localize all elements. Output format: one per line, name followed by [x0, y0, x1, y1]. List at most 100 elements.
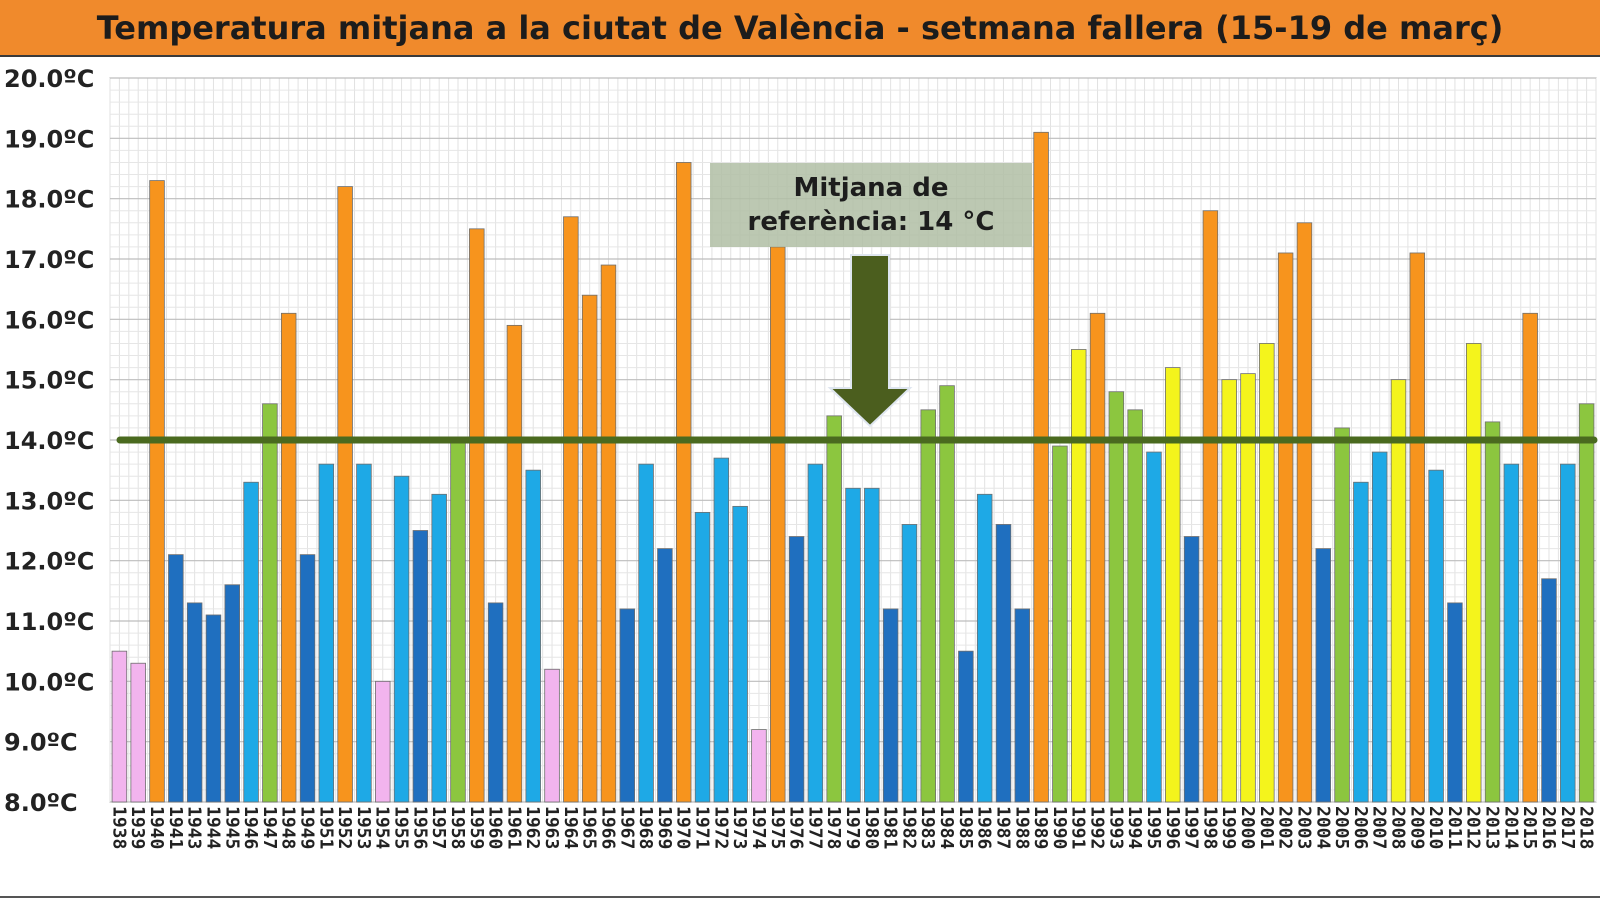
bar — [1353, 481, 1369, 803]
bar — [1334, 427, 1350, 803]
x-tick-label: 1986 — [974, 806, 995, 849]
bar — [1240, 373, 1256, 803]
bar — [487, 602, 504, 803]
bar — [788, 536, 805, 803]
bar — [375, 680, 391, 803]
x-tick-label: 1976 — [786, 806, 807, 849]
bar — [431, 493, 447, 803]
x-tick-label: 1963 — [541, 806, 562, 849]
bar — [1560, 463, 1576, 803]
bar — [1296, 222, 1313, 803]
bar — [581, 294, 598, 803]
bar — [995, 524, 1012, 803]
x-tick-label: 1972 — [710, 806, 731, 849]
bar — [356, 463, 372, 803]
bar — [1447, 602, 1463, 803]
x-tick-label: 1978 — [823, 806, 844, 849]
bar — [770, 246, 786, 803]
bar — [224, 584, 241, 803]
x-tick-label: 1971 — [692, 806, 713, 849]
bar — [1484, 421, 1501, 803]
bar — [939, 385, 955, 803]
x-tick-label: 2000 — [1237, 806, 1258, 849]
x-tick-label: 2014 — [1500, 806, 1521, 850]
x-tick-label: 1945 — [221, 806, 242, 849]
bar — [1127, 409, 1143, 803]
frame-bottom-border — [0, 896, 1600, 898]
bar — [1390, 379, 1407, 803]
x-tick-label: 1991 — [1068, 806, 1089, 849]
x-tick-label: 1956 — [409, 806, 430, 849]
bar — [920, 409, 936, 803]
x-tick-label: 1960 — [485, 806, 506, 849]
bar — [525, 469, 541, 803]
x-tick-label: 2009 — [1406, 806, 1427, 849]
x-tick-label: 1948 — [278, 806, 299, 849]
x-tick-label: 1939 — [127, 806, 148, 849]
x-tick-label: 1999 — [1218, 806, 1239, 849]
chart-title: Temperatura mitjana a la ciutat de Valèn… — [96, 8, 1504, 47]
x-tick-label: 1967 — [616, 806, 637, 849]
bar — [1409, 252, 1426, 803]
bar — [638, 463, 654, 803]
bar — [1315, 548, 1331, 803]
bar — [1033, 131, 1049, 803]
x-tick-label: 2002 — [1275, 806, 1296, 849]
y-tick-label: 14.0ºC — [4, 427, 94, 455]
bar — [807, 463, 824, 803]
bar — [1578, 403, 1595, 803]
bar — [1259, 343, 1275, 803]
bar — [1070, 349, 1087, 803]
x-tick-label: 1961 — [503, 806, 524, 849]
x-tick-label: 1962 — [522, 806, 543, 849]
x-tick-label: 2005 — [1331, 806, 1352, 849]
bar — [694, 512, 711, 803]
bar — [111, 650, 128, 803]
bar — [732, 505, 748, 803]
bar — [1183, 536, 1200, 803]
x-tick-label: 2018 — [1576, 806, 1597, 849]
bar — [976, 493, 993, 803]
x-tick-label: 1957 — [428, 806, 449, 849]
x-tick-label: 1946 — [240, 806, 261, 849]
x-tick-label: 1952 — [334, 806, 355, 849]
x-tick-label: 2012 — [1463, 806, 1484, 849]
x-tick-label: 1949 — [297, 806, 318, 849]
x-tick-label: 2013 — [1482, 806, 1503, 849]
x-tick-label: 1965 — [579, 806, 600, 849]
bar — [318, 463, 335, 803]
x-tick-label: 2010 — [1425, 806, 1446, 849]
x-tick-label: 1941 — [165, 806, 186, 849]
x-tick-label: 2017 — [1557, 806, 1578, 849]
reference-annotation: Mitjana de referència: 14 °C — [710, 163, 1032, 247]
y-tick-label: 16.0ºC — [4, 306, 94, 334]
bar — [1165, 367, 1181, 803]
y-tick-label: 12.0ºC — [4, 548, 94, 576]
x-tick-label: 1992 — [1087, 806, 1108, 849]
y-tick-label: 20.0ºC — [4, 65, 94, 93]
bar — [864, 487, 880, 803]
bar — [1428, 469, 1444, 803]
bar — [469, 228, 485, 803]
x-tick-label: 1959 — [466, 806, 487, 849]
x-tick-label: 1964 — [560, 806, 581, 850]
bar — [299, 554, 316, 803]
annotation-line-1: Mitjana de — [793, 173, 949, 203]
bar — [450, 439, 466, 803]
x-tick-label: 1990 — [1049, 806, 1070, 849]
x-tick-label: 1974 — [748, 806, 769, 850]
x-tick-label: 1984 — [936, 806, 957, 850]
x-tick-label: 1988 — [1011, 806, 1032, 849]
bar — [1014, 608, 1031, 803]
bar — [544, 668, 560, 803]
x-tick-label: 1989 — [1030, 806, 1051, 849]
y-tick-label: 11.0ºC — [4, 608, 94, 636]
x-tick-label: 1998 — [1199, 806, 1220, 849]
bar — [1277, 252, 1294, 803]
bar — [751, 729, 767, 803]
bar — [845, 487, 861, 803]
bar — [713, 457, 730, 803]
y-tick-label: 19.0ºC — [4, 125, 94, 153]
bar — [1146, 451, 1162, 803]
x-tick-label: 2001 — [1256, 806, 1277, 849]
